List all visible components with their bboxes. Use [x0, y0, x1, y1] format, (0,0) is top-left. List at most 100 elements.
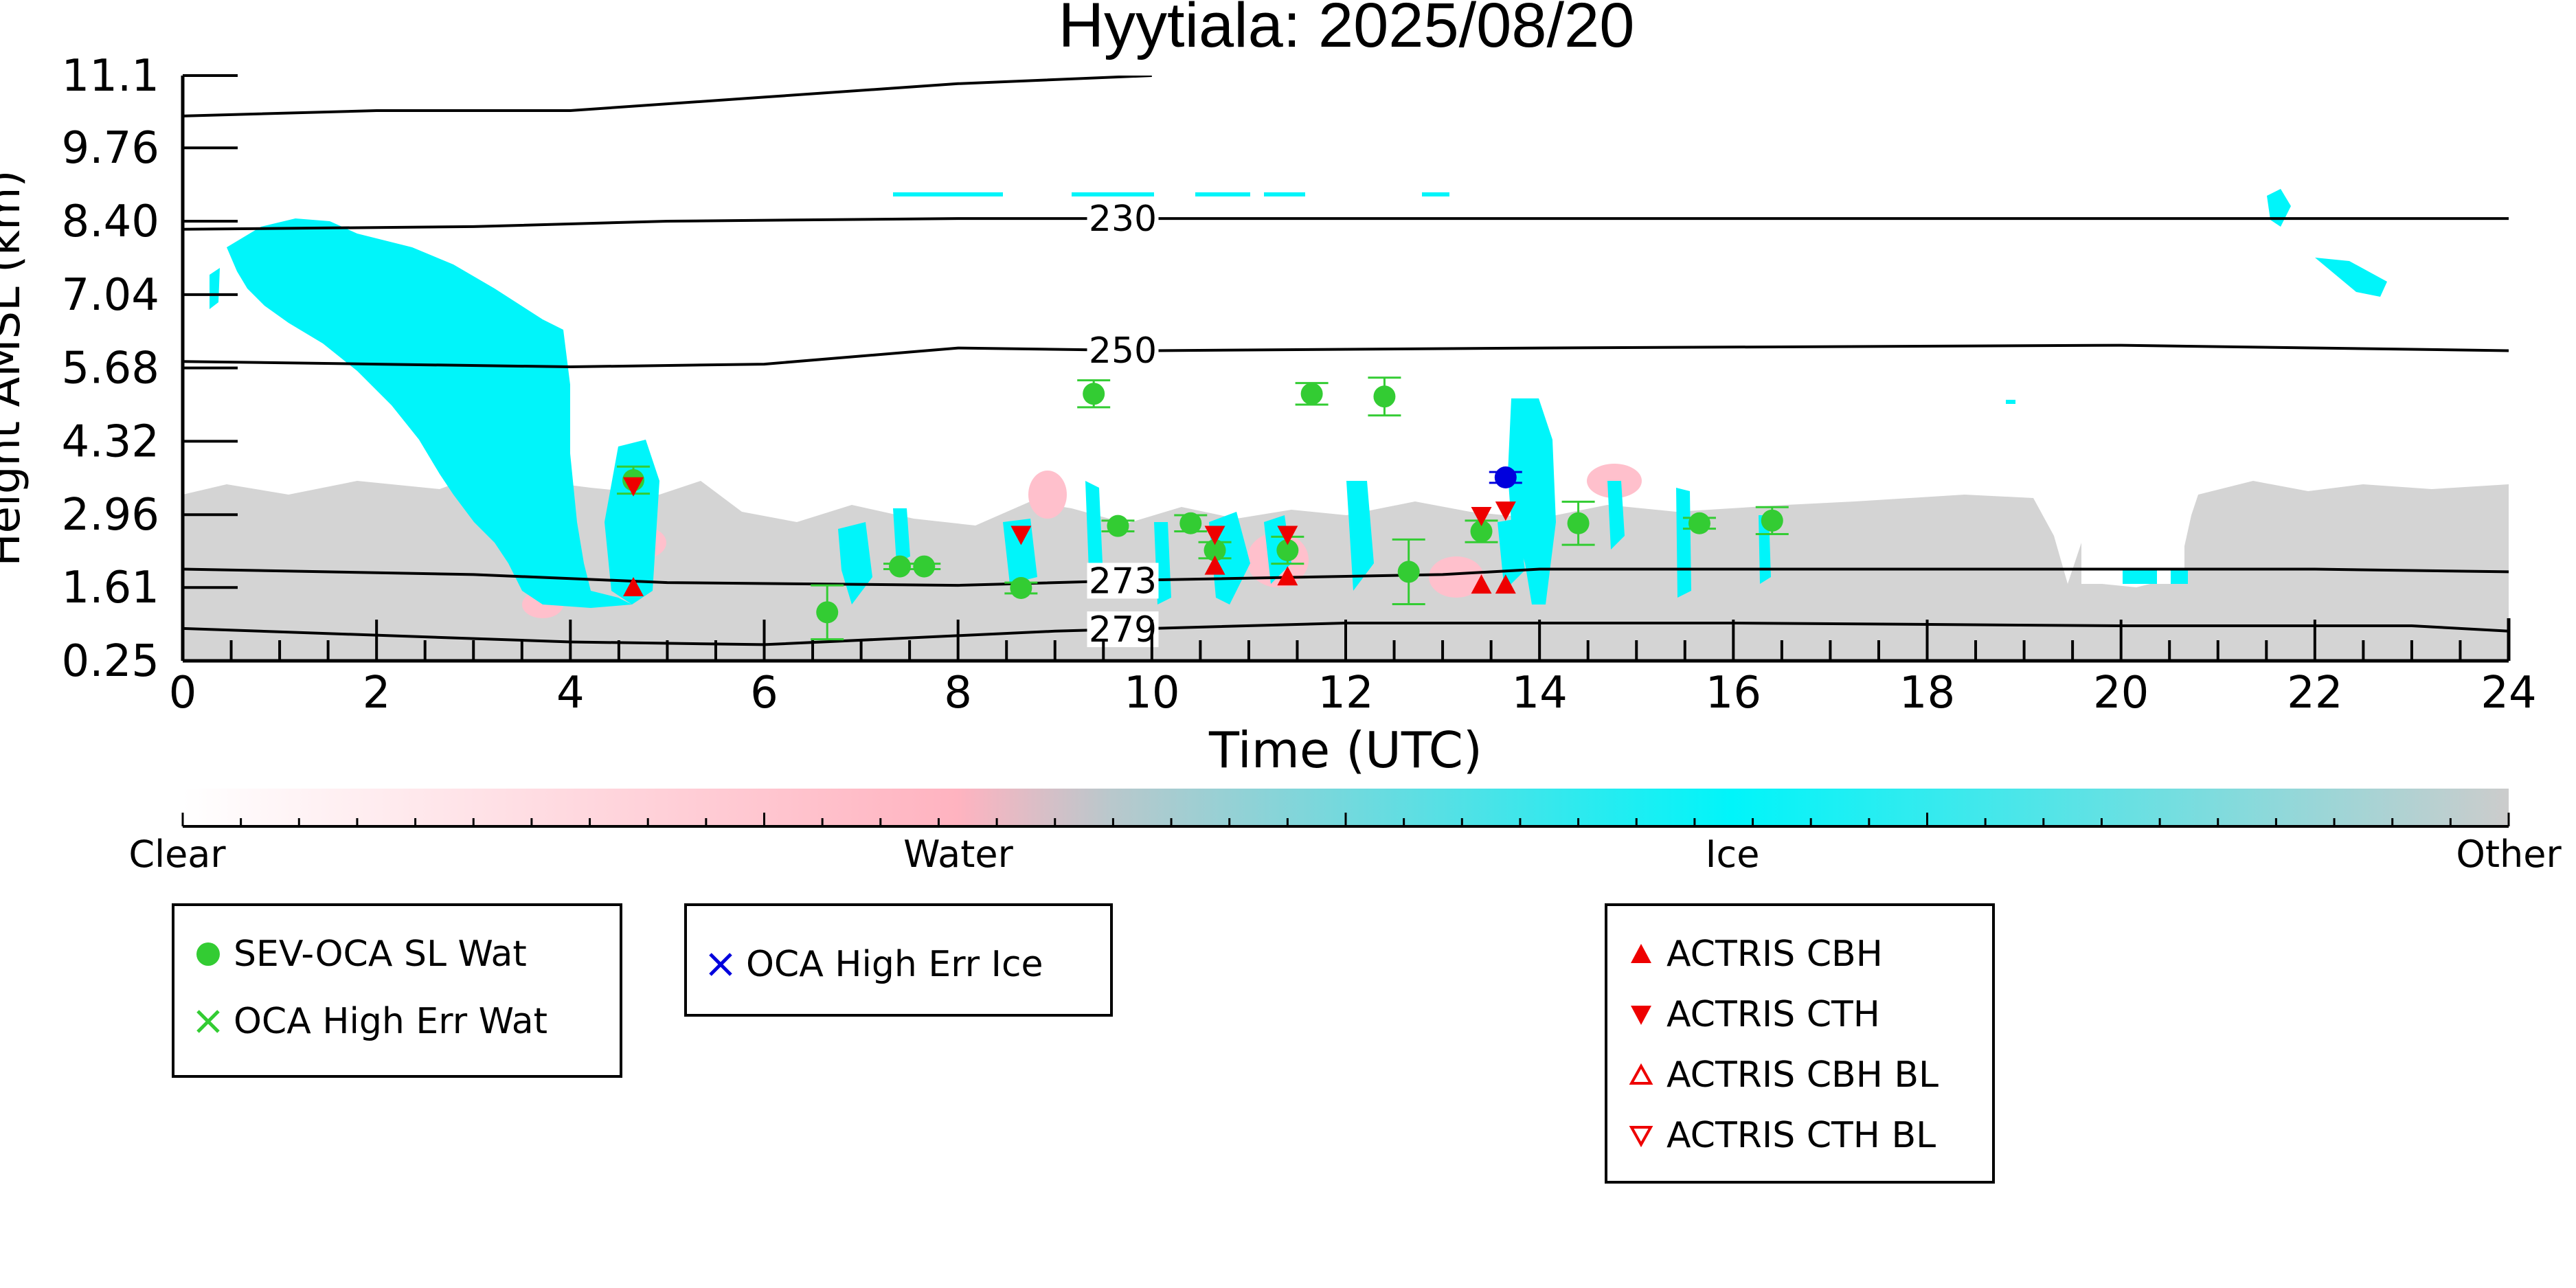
green-circle-icon	[196, 942, 220, 966]
data-point	[1471, 506, 1492, 526]
data-point	[1397, 561, 1420, 583]
contour-line	[183, 567, 2509, 587]
legend-oca-ice: OCA High Err Ice	[684, 903, 1113, 1017]
data-point	[1277, 526, 1298, 545]
data-point	[1083, 383, 1105, 405]
x-tick-label: 2	[363, 668, 391, 719]
data-point	[1107, 515, 1129, 537]
legend-item-actris-cth: ACTRIS CTH	[1624, 994, 1880, 1035]
x-tick-label: 16	[1706, 668, 1761, 719]
data-point	[1495, 574, 1516, 594]
data-point	[623, 477, 644, 497]
contour-label: 279	[1089, 609, 1157, 651]
data-point	[623, 576, 644, 596]
y-tick-label: 5.68	[62, 343, 160, 394]
legend-sev-oca: SEV-OCA SL Wat OCA High Err Wat	[172, 903, 622, 1078]
data-point	[1204, 539, 1226, 562]
data-point	[1761, 509, 1783, 532]
y-tick-label: 8.40	[62, 196, 160, 247]
legend-item-actris-cth-bl: ACTRIS CTH BL	[1624, 1115, 1936, 1156]
data-point	[1277, 566, 1298, 586]
legend-item-oca-high-err-wat: OCA High Err Wat	[191, 1001, 547, 1042]
legend-item-actris-cbh: ACTRIS CBH	[1624, 934, 1883, 975]
x-ticks: 0 2 4 6 8 10 12 14 16 18 20 22 24	[169, 620, 2537, 719]
legend-label: SEV-OCA SL Wat	[234, 934, 527, 975]
data-point	[1204, 526, 1225, 545]
legend-label: OCA High Err Wat	[234, 1001, 547, 1042]
other-layer	[183, 474, 2509, 661]
data-point	[1495, 501, 1516, 521]
x-tick-label: 6	[750, 668, 778, 719]
y-ticks: 0.25 1.61 2.96 4.32 5.68 7.04 8.40 9.76 11.1	[62, 51, 238, 687]
y-tick-label: 7.04	[62, 270, 160, 321]
data-point	[889, 555, 912, 578]
y-tick-label: 11.1	[62, 51, 160, 102]
x-tick-label: 24	[2481, 668, 2536, 719]
red-open-triangle-up-icon	[1629, 1063, 1653, 1085]
y-tick-label: 4.32	[62, 416, 160, 467]
x-tick-label: 18	[1899, 668, 1955, 719]
data-point	[1470, 520, 1493, 543]
data-point	[1567, 512, 1590, 534]
contour-label-bg	[1087, 201, 1159, 237]
legend-label: OCA High Err Ice	[746, 944, 1043, 985]
data-point	[1494, 466, 1517, 489]
colorbar-label-water: Water	[903, 833, 1013, 876]
blue-x-icon	[709, 953, 732, 976]
phase-background	[183, 189, 2509, 661]
data-point	[1471, 574, 1492, 594]
data-point	[1179, 512, 1202, 534]
contour-line	[183, 343, 2509, 369]
contour-label: 230	[1089, 199, 1157, 240]
red-triangle-up-icon	[1631, 944, 1651, 963]
contour-label-bg	[1087, 611, 1159, 648]
data-point	[1204, 555, 1225, 575]
y-axis-label: Height AMSL (km)	[0, 170, 30, 567]
data-point	[816, 601, 839, 624]
colorbar-label-clear: Clear	[128, 833, 226, 876]
x-tick-label: 20	[2093, 668, 2149, 719]
colorbar: Clear Water Ice Other	[128, 789, 2562, 876]
red-triangle-down-icon	[1631, 1006, 1651, 1025]
y-tick-label: 0.25	[62, 636, 160, 687]
x-tick-label: 8	[944, 668, 972, 719]
contour-label-bg	[1087, 332, 1159, 368]
x-tick-label: 10	[1124, 668, 1179, 719]
colorbar-label-other: Other	[2456, 833, 2562, 876]
data-point	[913, 555, 936, 578]
contour-labels: 230 250 273 279	[1087, 199, 1159, 651]
data-point	[1373, 385, 1396, 408]
y-tick-label: 2.96	[62, 490, 160, 541]
green-x-icon	[196, 1010, 220, 1033]
data-point	[1010, 576, 1032, 599]
legend-label: ACTRIS CTH	[1667, 994, 1880, 1035]
legend-item-sev-oca-sl-wat: SEV-OCA SL Wat	[191, 934, 527, 975]
contour-label: 273	[1089, 561, 1157, 602]
colorbar-label-ice: Ice	[1706, 833, 1760, 876]
x-tick-label: 4	[556, 668, 585, 719]
data-point	[1010, 526, 1032, 545]
data-markers	[617, 376, 1789, 641]
x-tick-label: 0	[169, 668, 197, 719]
legend-label: ACTRIS CBH BL	[1667, 1054, 1939, 1096]
y-tick-label: 1.61	[62, 563, 160, 613]
legend-label: ACTRIS CTH BL	[1667, 1115, 1936, 1156]
y-tick-label: 9.76	[62, 123, 160, 174]
ice-plume	[227, 218, 632, 608]
contour-line	[183, 217, 2509, 231]
x-axis-label: Time (UTC)	[1208, 721, 1482, 779]
chart-title: Hyytiala: 2025/08/20	[1059, 0, 1635, 60]
contour-label: 250	[1089, 330, 1157, 372]
legend-item-actris-cbh-bl: ACTRIS CBH BL	[1624, 1054, 1939, 1096]
legend-label: ACTRIS CBH	[1667, 934, 1883, 975]
x-tick-label: 12	[1318, 668, 1373, 719]
data-point	[1688, 512, 1710, 534]
contour-label-bg	[1087, 563, 1159, 599]
x-tick-label: 22	[2287, 668, 2342, 719]
legend-item-oca-high-err-ice: OCA High Err Ice	[703, 944, 1043, 985]
legend-actris: ACTRIS CBH ACTRIS CTH ACTRIS CBH BL ACTR…	[1605, 903, 1995, 1184]
contour-line	[183, 76, 1152, 117]
data-point	[1300, 383, 1323, 405]
